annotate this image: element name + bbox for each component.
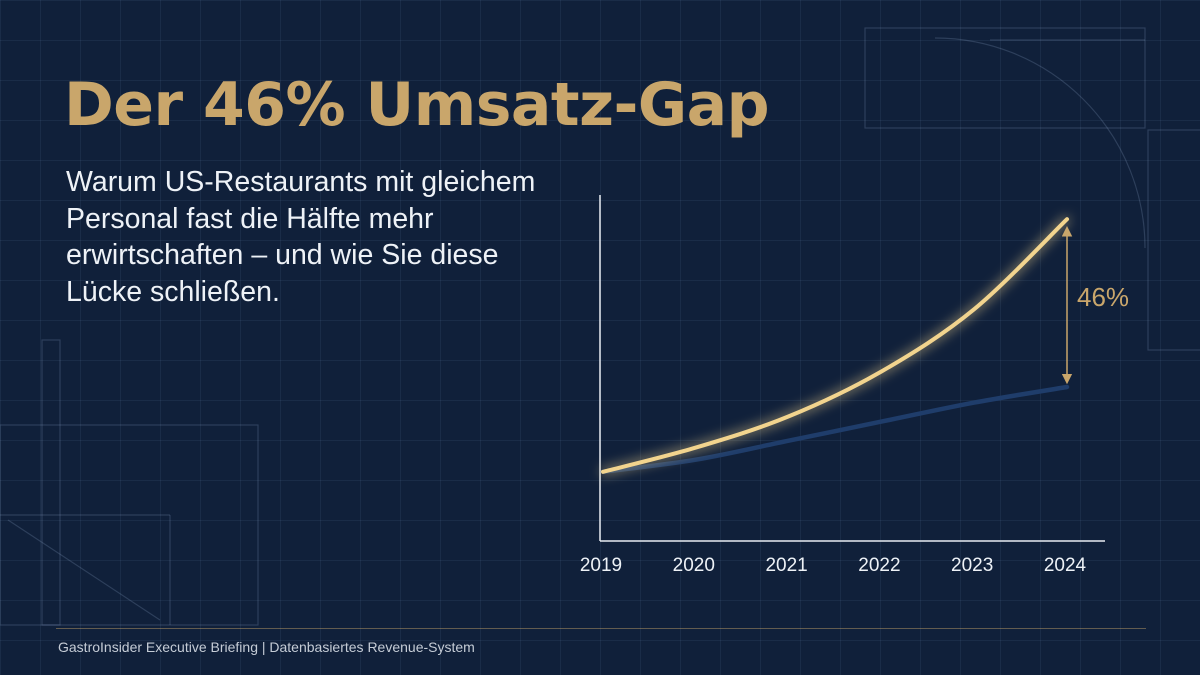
x-tick-label: 2022 [858,555,900,576]
x-tick-label: 2024 [1044,555,1087,576]
x-tick-label: 2021 [765,555,807,576]
x-tick-label: 2023 [951,555,993,576]
subtitle: Warum US-Restaurants mit gleichem Person… [66,166,536,308]
page-title: Der 46% Umsatz-Gap [64,70,770,140]
gap-label: 46% [1077,282,1129,312]
series-line-blue [600,384,1070,475]
x-tick-label: 2019 [580,555,622,576]
series-line-gold [601,217,1069,474]
x-tick-label: 2020 [673,555,715,576]
footer-divider [56,628,1146,629]
footer: GastroInsider Executive Briefing | Daten… [58,639,475,655]
